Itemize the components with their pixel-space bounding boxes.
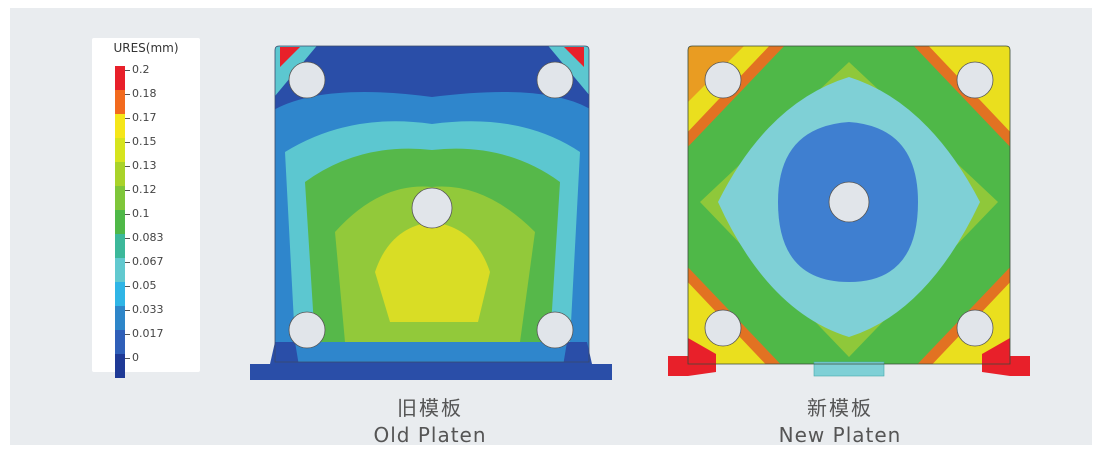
new-platen-caption-en: New Platen [778, 423, 902, 447]
legend-swatch [115, 138, 125, 162]
legend-swatch [115, 66, 125, 90]
new-platen-plot [668, 45, 1030, 377]
legend-swatch [115, 330, 125, 354]
legend-swatch [115, 282, 125, 306]
legend-label: 0.13 [132, 159, 157, 172]
legend-swatch [115, 234, 125, 258]
new-platen-caption: 新模板 New Platen [740, 392, 940, 447]
old-core-zone [375, 222, 490, 322]
legend-label: 0.05 [132, 279, 157, 292]
legend-swatch [115, 162, 125, 186]
old-platen-plot [250, 45, 612, 380]
legend-label: 0.15 [132, 135, 157, 148]
legend-swatch [115, 210, 125, 234]
new-right-foot [982, 338, 1030, 376]
old-platen-caption: 旧模板 Old Platen [330, 392, 530, 447]
legend-label: 0 [132, 351, 139, 364]
legend-swatch [115, 354, 125, 378]
new-left-foot [668, 338, 716, 376]
new-bolt-hole-top-right [956, 61, 994, 99]
legend-tick [125, 70, 130, 71]
new-center-hole [828, 181, 870, 223]
legend-swatch [115, 258, 125, 282]
legend-label: 0.083 [132, 231, 164, 244]
new-bottom-block [813, 361, 885, 377]
legend-swatch [115, 186, 125, 210]
legend-tick [125, 286, 130, 287]
new-bolt-hole-bottom-left [704, 309, 742, 347]
legend-tick [125, 190, 130, 191]
legend-swatch [115, 306, 125, 330]
legend-swatch [115, 90, 125, 114]
old-platen-caption-cn: 旧模板 [397, 396, 463, 420]
old-bolt-hole-top-left [288, 61, 326, 99]
old-bolt-hole-top-right [536, 61, 574, 99]
legend-tick [125, 238, 130, 239]
legend-tick [125, 142, 130, 143]
legend-label: 0.033 [132, 303, 164, 316]
old-bolt-hole-bottom-right [536, 311, 574, 349]
legend-tick [125, 358, 130, 359]
legend-label: 0.12 [132, 183, 157, 196]
legend-tick [125, 262, 130, 263]
color-legend: URES(mm) 0.2 0.18 0.17 0.15 0.13 0.12 0.1 0.083… [92, 38, 200, 378]
legend-tick [125, 94, 130, 95]
legend-label: 0.17 [132, 111, 157, 124]
legend-title: URES(mm) [113, 41, 179, 55]
legend-tick [125, 310, 130, 311]
legend-label: 0.2 [132, 63, 150, 76]
old-platen-caption-en: Old Platen [373, 423, 487, 447]
old-center-hole [411, 187, 453, 229]
legend-label: 0.1 [132, 207, 150, 220]
old-bolt-hole-bottom-left [288, 311, 326, 349]
new-bolt-hole-bottom-right [956, 309, 994, 347]
legend-label: 0.18 [132, 87, 157, 100]
legend-label: 0.067 [132, 255, 164, 268]
legend-label: 0.017 [132, 327, 164, 340]
legend-swatch [115, 114, 125, 138]
legend-tick [125, 166, 130, 167]
legend-tick [125, 214, 130, 215]
legend-tick [125, 118, 130, 119]
new-platen-caption-cn: 新模板 [807, 396, 873, 420]
new-bolt-hole-top-left [704, 61, 742, 99]
legend-tick [125, 334, 130, 335]
